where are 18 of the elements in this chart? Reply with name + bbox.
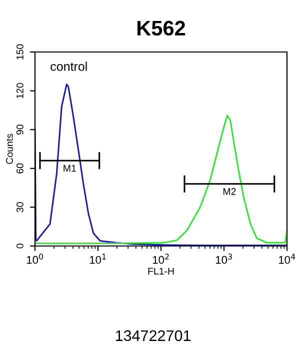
series-label: M1 xyxy=(64,164,76,172)
x-tick-label: 10$^{4}$ xyxy=(278,254,296,264)
x-tick-label: 10$^{3}$ xyxy=(216,254,232,264)
y-tick-label: 90 xyxy=(16,124,24,135)
annotation: control xyxy=(50,62,87,71)
x-tick-label: 10$^{2}$ xyxy=(152,254,169,264)
x-tick-label: 10$^{0}$ xyxy=(26,254,44,264)
y-axis-title: Counts xyxy=(6,134,13,164)
x-axis-title: FL1-H xyxy=(148,268,174,275)
y-tick-label: 60 xyxy=(16,163,24,174)
y-tick-label: 150 xyxy=(16,44,24,60)
y-tick-label: 0 xyxy=(16,244,24,248)
x-tick-label: 10$^{1}$ xyxy=(90,254,106,264)
chart-title: K562 xyxy=(137,20,186,36)
y-tick-label: 120 xyxy=(16,83,24,98)
y-tick-label: 30 xyxy=(16,202,24,212)
text: 134722701 xyxy=(116,330,190,342)
series-label: M2 xyxy=(223,188,236,195)
